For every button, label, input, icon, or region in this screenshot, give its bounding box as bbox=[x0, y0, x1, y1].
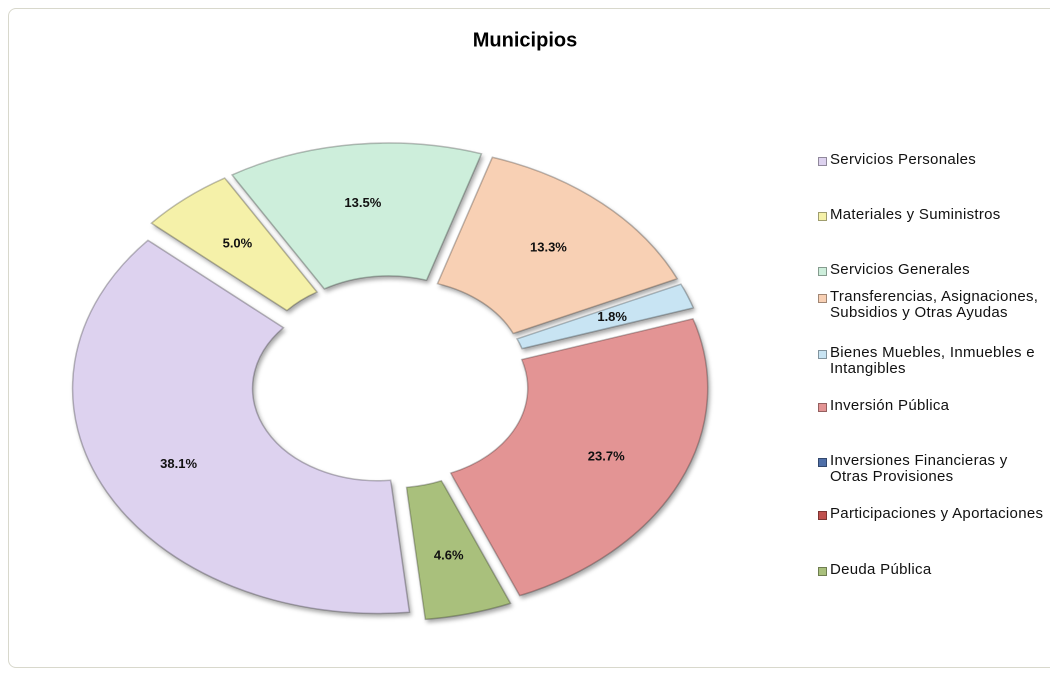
donut-slice bbox=[449, 317, 709, 597]
legend-label: Servicios Personales bbox=[830, 151, 977, 168]
legend-label: Transferencias, Asignaciones, Subsidios … bbox=[830, 288, 1039, 321]
legend-swatch bbox=[818, 267, 827, 276]
data-label: 4.6% bbox=[434, 547, 464, 562]
donut-slice bbox=[150, 177, 319, 312]
legend-label: Bienes Muebles, Inmuebles e Intangibles bbox=[830, 344, 1035, 377]
legend-label: Inversiones Financieras y Otras Provisio… bbox=[830, 452, 1008, 485]
legend-swatch bbox=[818, 350, 827, 359]
legend-label: Servicios Generales bbox=[830, 261, 970, 278]
data-label: 5.0% bbox=[223, 236, 253, 251]
legend-entry: Servicios Generales bbox=[818, 262, 1050, 278]
donut-slice bbox=[515, 283, 695, 350]
legend-entry: Materiales y Suministros bbox=[818, 207, 1050, 223]
donut-slice bbox=[436, 156, 679, 335]
legend-swatch bbox=[818, 511, 827, 520]
legend-label: Inversión Pública bbox=[830, 397, 950, 414]
legend-label: Materiales y Suministros bbox=[830, 206, 1001, 223]
legend-swatch bbox=[818, 458, 827, 467]
legend-label: Deuda Pública bbox=[830, 561, 932, 578]
donut-slice bbox=[230, 142, 483, 290]
data-label: 13.3% bbox=[530, 240, 567, 255]
data-label: 13.5% bbox=[344, 195, 381, 210]
legend-entry: Deuda Pública bbox=[818, 562, 1050, 578]
legend-entry: Bienes Muebles, Inmuebles e Intangibles bbox=[818, 345, 1050, 377]
legend: Servicios Personales Materiales y Suminis… bbox=[818, 0, 1050, 679]
legend-swatch bbox=[818, 294, 827, 303]
chart-frame bbox=[8, 8, 1050, 668]
legend-entry: Inversión Pública bbox=[818, 398, 1050, 414]
legend-swatch bbox=[818, 403, 827, 412]
legend-entry: Transferencias, Asignaciones, Subsidios … bbox=[818, 289, 1050, 321]
legend-swatch bbox=[818, 212, 827, 221]
chart-title: Municipios bbox=[473, 29, 577, 51]
donut-slice bbox=[71, 239, 411, 615]
legend-swatch bbox=[818, 157, 827, 166]
legend-entry: Servicios Personales bbox=[818, 152, 1050, 168]
data-label: 1.8% bbox=[597, 309, 627, 324]
legend-entry: Inversiones Financieras y Otras Provisio… bbox=[818, 453, 1050, 485]
legend-swatch bbox=[818, 567, 827, 576]
donut-slice bbox=[405, 479, 512, 621]
legend-entry: Participaciones y Aportaciones bbox=[818, 506, 1050, 522]
data-label: 38.1% bbox=[160, 456, 197, 471]
legend-label: Participaciones y Aportaciones bbox=[830, 505, 1044, 522]
data-label: 23.7% bbox=[588, 449, 625, 464]
